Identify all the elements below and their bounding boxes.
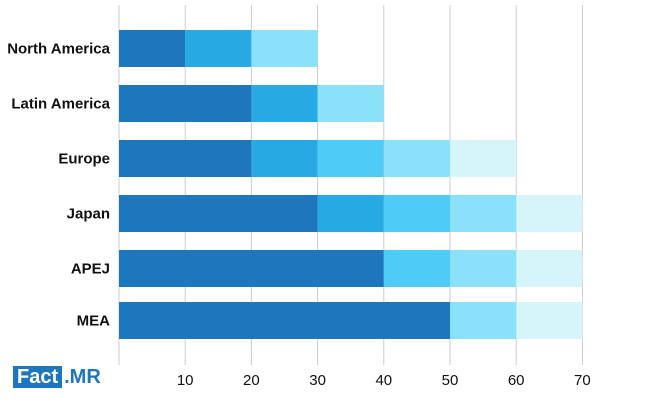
- bars: [119, 30, 583, 339]
- logo-mr-text: .MR: [64, 366, 101, 388]
- bar-segment-north-america-2: [185, 30, 252, 67]
- bar-segment-japan-5: [516, 195, 583, 232]
- bar-segment-japan-2: [317, 195, 384, 232]
- bar-segment-apej-2: [383, 250, 450, 287]
- category-label-japan: Japan: [67, 206, 110, 223]
- bar-segment-japan-1: [119, 195, 318, 232]
- logo-fact-text: Fact: [13, 366, 63, 388]
- bar-segment-latin-america-2: [251, 85, 318, 122]
- x-tick-label-10: 10: [177, 372, 194, 389]
- x-tick-label-20: 20: [243, 372, 260, 389]
- category-label-latin-america: Latin America: [11, 96, 110, 113]
- bar-segment-apej-1: [119, 250, 384, 287]
- bar-segment-apej-3: [450, 250, 517, 287]
- bar-segment-europe-3: [317, 140, 384, 177]
- bar-segment-north-america-1: [119, 30, 186, 67]
- x-tick-label-40: 40: [375, 372, 392, 389]
- x-tick-label-60: 60: [508, 372, 525, 389]
- bar-segment-latin-america-3: [317, 85, 384, 122]
- bar-segment-japan-4: [450, 195, 517, 232]
- bar-segment-europe-2: [251, 140, 318, 177]
- bar-segment-japan-3: [383, 195, 450, 232]
- x-tick-label-70: 70: [574, 372, 591, 389]
- bar-segment-mea-1: [119, 302, 450, 339]
- bar-segment-mea-2: [450, 302, 517, 339]
- bar-segment-europe-1: [119, 140, 252, 177]
- x-tick-labels: 10 20 30 40 50 60 70: [177, 372, 591, 389]
- category-label-europe: Europe: [58, 151, 110, 168]
- x-tick-label-50: 50: [442, 372, 459, 389]
- bar-segment-apej-4: [516, 250, 583, 287]
- category-label-apej: APEJ: [71, 261, 110, 278]
- bar-segment-europe-4: [383, 140, 450, 177]
- bar-segment-north-america-3: [251, 30, 318, 67]
- x-tick-label-30: 30: [309, 372, 326, 389]
- category-label-mea: MEA: [77, 313, 111, 330]
- bar-segment-mea-3: [516, 302, 583, 339]
- bar-segment-europe-5: [450, 140, 517, 177]
- brand-logo: Fact .MR: [13, 366, 101, 388]
- category-labels: North America Latin America Europe Japan APE…: [7, 41, 110, 330]
- bar-segment-latin-america-1: [119, 85, 252, 122]
- category-label-north-america: North America: [7, 41, 110, 58]
